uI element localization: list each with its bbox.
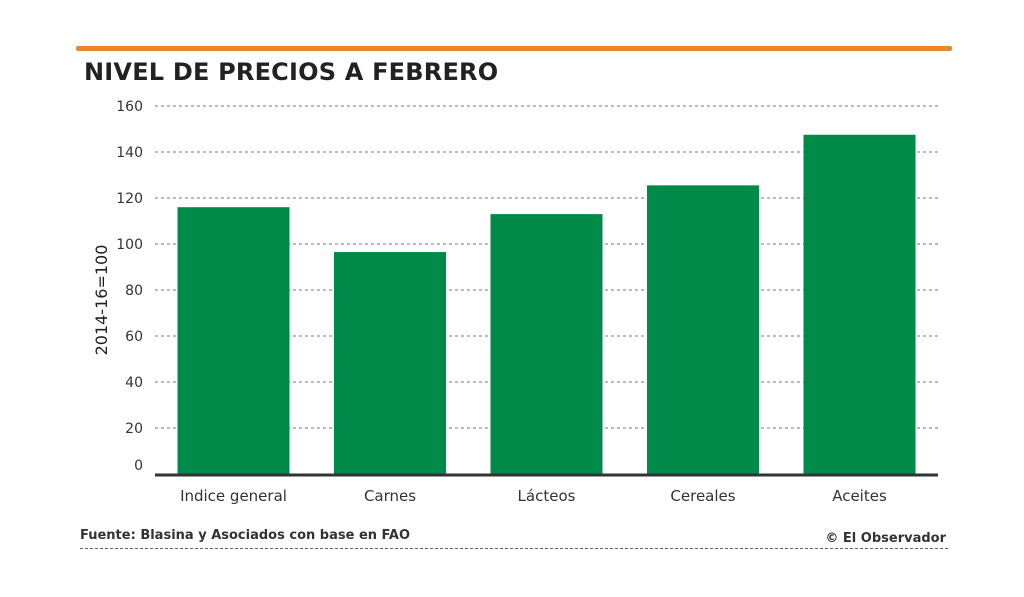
- bars: [177, 134, 916, 474]
- chart-title: NIVEL DE PRECIOS A FEBRERO: [84, 58, 499, 86]
- footer-dashed-rule: [80, 548, 948, 549]
- bar-carnes: [334, 252, 446, 474]
- y-tick-labels: 0 20 40 60 80 100 120 140 160: [116, 99, 143, 474]
- y-tick-label: 0: [134, 458, 143, 474]
- x-tick-label: Indice general: [180, 487, 287, 505]
- x-tick-label: Cereales: [670, 487, 735, 505]
- y-tick-label: 40: [125, 375, 143, 391]
- y-tick-label: 20: [125, 421, 143, 437]
- x-tick-labels: Indice general Carnes Lácteos Cereales Aceit…: [180, 487, 887, 505]
- y-tick-label: 160: [116, 99, 143, 115]
- y-tick-label: 120: [116, 191, 143, 207]
- y-tick-label: 100: [116, 237, 143, 253]
- credit-note: © El Observador: [825, 531, 946, 546]
- y-tick-label: 80: [125, 283, 143, 299]
- x-tick-label: Lácteos: [518, 487, 576, 505]
- top-accent-rule: [76, 46, 952, 51]
- bar-l-cteos: [490, 214, 603, 474]
- bar-indice-general: [177, 207, 290, 474]
- bar-aceites: [803, 134, 916, 474]
- y-tick-label: 60: [125, 329, 143, 345]
- bar-cereales: [647, 185, 759, 474]
- y-axis-label: 2014-16=100: [92, 245, 111, 356]
- x-tick-label: Aceites: [832, 487, 887, 505]
- source-note: Fuente: Blasina y Asociados con base en …: [80, 528, 411, 543]
- x-tick-label: Carnes: [364, 487, 416, 505]
- y-tick-label: 140: [116, 145, 143, 161]
